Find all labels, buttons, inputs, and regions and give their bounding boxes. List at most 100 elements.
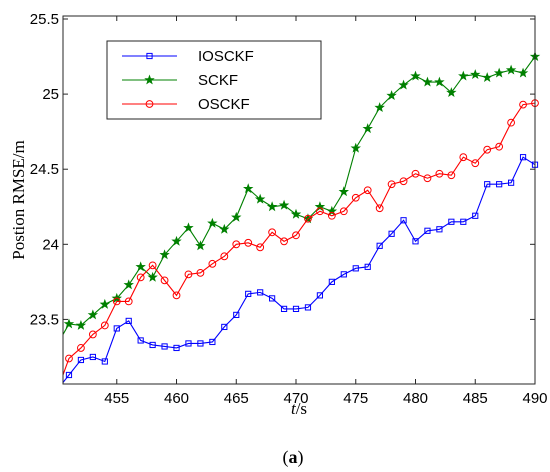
figure-caption-letter: a: [289, 447, 298, 467]
y-axis-title: Postion RMSE/m: [9, 140, 28, 260]
data-point-iosckf: [352, 265, 359, 272]
data-point-sckf: [278, 199, 290, 210]
x-tick-label: 490: [522, 390, 547, 407]
data-point-iosckf: [316, 292, 324, 299]
y-tick-label: 24: [42, 236, 59, 253]
data-point-sckf: [362, 123, 373, 134]
series-line-iosckf: [62, 156, 536, 383]
series-line-osckf: [62, 102, 536, 376]
data-point-iosckf: [233, 311, 240, 319]
data-point-osckf: [65, 354, 73, 363]
data-point-iosckf: [292, 305, 300, 312]
data-point-osckf: [172, 291, 181, 300]
x-tick-label: 485: [463, 390, 488, 407]
data-point-osckf: [77, 344, 85, 352]
data-point-osckf: [399, 177, 408, 186]
data-point-iosckf: [257, 289, 264, 296]
data-point-osckf: [244, 238, 253, 247]
data-point-iosckf: [149, 341, 156, 349]
data-point-sckf: [386, 90, 397, 101]
data-point-osckf: [208, 259, 217, 268]
data-point-osckf: [232, 240, 241, 249]
data-point-sckf: [75, 319, 87, 330]
x-tick-label: 455: [104, 390, 129, 407]
data-point-iosckf: [460, 218, 467, 225]
data-point-sckf: [470, 69, 481, 80]
data-point-osckf: [507, 118, 516, 127]
data-point-osckf: [363, 186, 372, 195]
data-point-osckf: [160, 276, 169, 285]
data-point-sckf: [398, 79, 409, 90]
data-point-sckf: [314, 201, 326, 212]
data-point-sckf: [338, 186, 350, 197]
data-point-iosckf: [221, 323, 228, 331]
data-point-sckf: [350, 142, 361, 153]
legend-items: IOSCKF SCKF OSCKF: [122, 48, 254, 113]
data-point-sckf: [493, 67, 505, 78]
series-layer: [62, 51, 541, 383]
data-point-iosckf: [412, 238, 419, 245]
data-point-osckf: [519, 100, 527, 109]
data-point-iosckf: [400, 217, 407, 224]
legend-item-osckf: OSCKF: [122, 96, 250, 113]
data-point-osckf: [327, 211, 336, 220]
data-point-iosckf: [185, 340, 192, 347]
data-point-iosckf: [484, 181, 491, 188]
data-point-iosckf: [101, 358, 108, 365]
data-point-sckf: [171, 235, 182, 246]
data-point-iosckf: [209, 338, 216, 346]
x-axis-title: t/s: [291, 399, 307, 418]
data-point-sckf: [254, 193, 266, 204]
data-point-sckf: [231, 211, 242, 222]
data-point-iosckf: [388, 230, 395, 237]
data-point-osckf: [387, 180, 396, 189]
data-point-osckf: [100, 321, 109, 330]
data-point-sckf: [517, 67, 529, 78]
data-point-osckf: [148, 261, 157, 270]
data-point-sckf: [410, 70, 421, 81]
data-point-sckf: [207, 217, 218, 228]
figure-caption-open: (: [283, 447, 289, 468]
x-tick-label: 470: [283, 390, 308, 407]
data-point-sckf: [505, 64, 517, 75]
data-point-sckf: [266, 201, 278, 212]
data-point-osckf: [411, 169, 420, 178]
series-osckf: [62, 99, 539, 376]
data-point-sckf: [147, 271, 158, 282]
legend-marker-iosckf: [146, 52, 153, 60]
data-point-osckf: [471, 159, 480, 168]
data-point-sckf: [290, 208, 302, 219]
data-point-osckf: [375, 204, 384, 213]
data-point-iosckf: [269, 295, 276, 302]
data-point-sckf: [481, 72, 493, 83]
figure-caption: (a): [283, 447, 304, 468]
data-point-sckf: [99, 298, 111, 309]
data-point-osckf: [339, 207, 348, 216]
data-point-iosckf: [245, 290, 252, 297]
legend-marker-osckf: [145, 100, 154, 108]
data-point-osckf: [435, 169, 444, 178]
data-point-iosckf: [161, 343, 168, 350]
data-point-osckf: [351, 193, 360, 202]
data-point-sckf: [159, 249, 170, 260]
data-point-sckf: [183, 222, 194, 233]
data-point-sckf: [374, 102, 385, 113]
data-point-iosckf: [424, 227, 431, 234]
figure-caption-close: ): [298, 447, 304, 468]
data-point-sckf: [326, 205, 338, 216]
legend: IOSCKF SCKF OSCKF: [106, 40, 322, 120]
data-point-iosckf: [77, 356, 85, 364]
data-point-osckf: [124, 297, 133, 306]
data-point-osckf: [292, 231, 300, 240]
data-point-sckf: [219, 223, 230, 234]
data-point-osckf: [447, 171, 456, 180]
data-point-sckf: [434, 76, 445, 87]
legend-item-sckf: SCKF: [122, 72, 238, 89]
data-point-osckf: [423, 174, 432, 183]
data-point-sckf: [63, 318, 75, 329]
data-point-sckf: [243, 183, 254, 194]
data-point-iosckf: [137, 337, 144, 344]
series-iosckf: [62, 154, 539, 383]
data-point-osckf: [459, 153, 468, 162]
